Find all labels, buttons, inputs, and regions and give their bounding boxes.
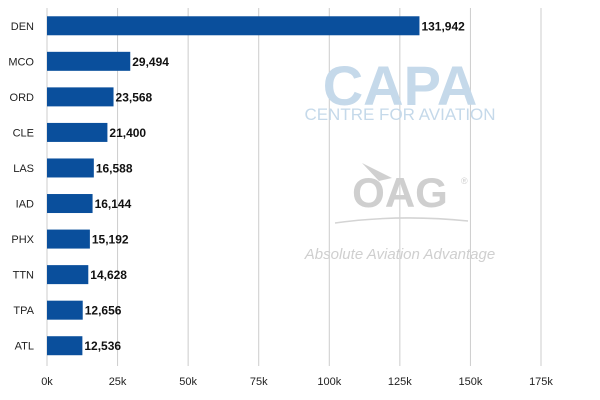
- data-label: 15,192: [92, 233, 129, 247]
- data-label: 23,568: [116, 90, 153, 104]
- bar: [47, 16, 420, 36]
- category-label: LAS: [13, 163, 34, 175]
- x-tick-label: 25k: [109, 376, 127, 388]
- oag-underline: [334, 217, 469, 224]
- bar: [47, 158, 94, 178]
- bar: [47, 122, 108, 142]
- data-label: 12,536: [84, 339, 121, 353]
- data-label: 12,656: [85, 304, 122, 318]
- data-label: 21,400: [109, 126, 146, 140]
- labels: 0k 25k 50k 75k 100k 125k 150k 175k DEN 131,942 MCO…: [8, 19, 553, 388]
- oag-swoosh-icon: [362, 163, 392, 181]
- oag-watermark-title: OAG: [352, 169, 448, 216]
- x-tick-label: 0k: [41, 376, 53, 388]
- bar: [47, 300, 83, 320]
- category-label: IAD: [16, 199, 34, 211]
- category-label: TPA: [13, 305, 34, 317]
- category-label: ATL: [15, 341, 34, 353]
- category-label: DEN: [11, 21, 34, 33]
- category-label: TTN: [13, 270, 34, 282]
- capa-watermark-title: CAPA: [323, 54, 478, 117]
- oag-registered-mark: ®: [461, 176, 468, 186]
- x-tick-label: 100k: [317, 376, 341, 388]
- bars: [47, 16, 420, 356]
- x-tick-label: 50k: [179, 376, 197, 388]
- bar: [47, 229, 90, 249]
- data-label: 16,144: [95, 197, 132, 211]
- oag-watermark-tagline: Absolute Aviation Advantage: [304, 246, 495, 263]
- bar: [47, 336, 83, 356]
- data-label: 14,628: [90, 268, 127, 282]
- capa-watermark: CAPA CENTRE FOR AVIATION: [304, 54, 495, 124]
- x-tick-label: 125k: [388, 376, 412, 388]
- category-label: CLE: [13, 127, 34, 139]
- data-label: 29,494: [132, 55, 169, 69]
- data-label: 131,942: [421, 19, 465, 33]
- category-label: PHX: [11, 234, 34, 246]
- x-tick-label: 150k: [458, 376, 482, 388]
- bar: [47, 194, 93, 214]
- oag-watermark: OAG ® Absolute Aviation Advantage: [304, 163, 495, 263]
- data-label: 16,588: [96, 161, 133, 175]
- bar: [47, 51, 131, 71]
- category-label: MCO: [8, 56, 34, 68]
- x-tick-label: 75k: [250, 376, 268, 388]
- capa-watermark-subtitle: CENTRE FOR AVIATION: [304, 105, 495, 124]
- bar: [47, 265, 89, 285]
- category-label: ORD: [10, 92, 35, 104]
- bar: [47, 87, 114, 107]
- x-tick-label: 175k: [529, 376, 553, 388]
